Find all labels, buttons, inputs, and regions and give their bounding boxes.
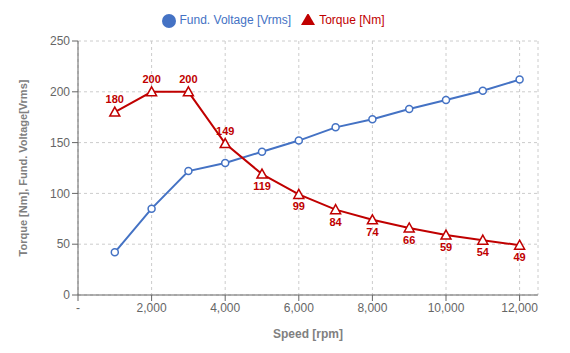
svg-text:66: 66 [403, 234, 415, 246]
svg-text:200: 200 [142, 73, 160, 85]
svg-text:150: 150 [50, 136, 70, 150]
html-text:Fund. Voltage [Vrms]: Fund. Voltage [Vrms] [179, 13, 292, 27]
svg-text:99: 99 [293, 200, 305, 212]
svg-text:180: 180 [106, 93, 124, 105]
svg-text:-: - [76, 301, 80, 315]
svg-text:250: 250 [50, 34, 70, 48]
html-text:Torque [Nm]: Torque [Nm] [319, 13, 385, 27]
svg-text:119: 119 [253, 180, 271, 192]
svg-text:49: 49 [513, 251, 525, 263]
svg-text:200: 200 [179, 73, 197, 85]
svg-text:149: 149 [216, 125, 234, 137]
svg-text:10,000: 10,000 [428, 301, 465, 315]
svg-text:6,000: 6,000 [284, 301, 314, 315]
svg-text:0: 0 [63, 288, 70, 302]
svg-text:100: 100 [50, 187, 70, 201]
svg-text:8,000: 8,000 [357, 301, 387, 315]
svg-text:Speed [rpm]: Speed [rpm] [273, 327, 343, 341]
svg-text:Torque [Nm], Fund. Voltage[Vrm: Torque [Nm], Fund. Voltage[Vrms] [17, 79, 29, 256]
svg-text:50: 50 [57, 237, 71, 251]
svg-text:2,000: 2,000 [137, 301, 167, 315]
svg-text:12,000: 12,000 [501, 301, 538, 315]
svg-text:84: 84 [329, 216, 342, 228]
svg-text:200: 200 [50, 85, 70, 99]
svg-text:74: 74 [366, 226, 379, 238]
svg-text:4,000: 4,000 [210, 301, 240, 315]
svg-text:54: 54 [477, 246, 490, 258]
svg-text:59: 59 [440, 241, 452, 253]
